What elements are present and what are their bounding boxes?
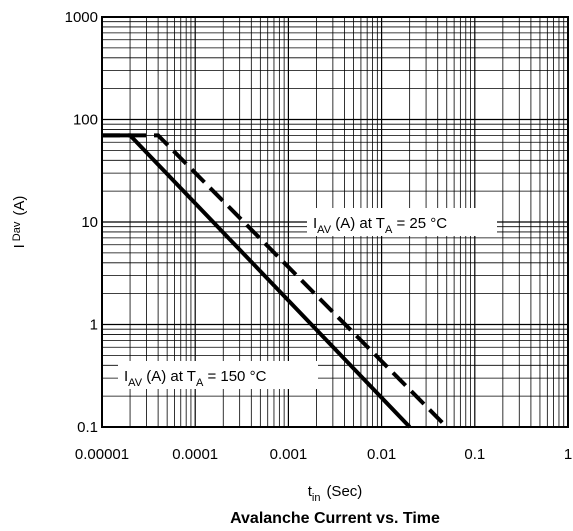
- annotation-150c-background: [118, 361, 318, 389]
- series-layer: [102, 133, 449, 429]
- y-tick-label: 1000: [65, 9, 98, 26]
- grid-lines: [101, 17, 568, 428]
- annotation-25c: IAV (A) at TA = 25 °C: [313, 215, 447, 236]
- x-tick-label: 0.1: [464, 446, 485, 463]
- x-tick-label: 0.00001: [75, 446, 129, 463]
- x-tick-label: 0.0001: [172, 446, 218, 463]
- plot-frame: [101, 16, 569, 428]
- x-tick-label: 0.001: [270, 446, 308, 463]
- y-axis-title: IDav(A): [11, 196, 28, 249]
- annotation-150c: IAV (A) at TA = 150 °C: [124, 368, 267, 389]
- x-axis-title: tin (Sec): [308, 483, 363, 504]
- y-tick-labels: 0.1 1 10 100 1000: [65, 9, 98, 436]
- x-tick-label: 0.01: [367, 446, 396, 463]
- series-line-dashed: [102, 133, 449, 429]
- chart-title: Avalanche Current vs. Time: [230, 510, 440, 527]
- y-tick-label: 10: [81, 214, 98, 231]
- y-tick-label: 1: [90, 317, 98, 334]
- y-tick-label: 100: [73, 112, 98, 129]
- annotation-25c-background: [307, 208, 497, 236]
- x-tick-label: 1: [564, 446, 572, 463]
- y-tick-label: 0.1: [77, 419, 98, 436]
- x-tick-labels: 0.00001 0.0001 0.001 0.01 0.1 1: [75, 446, 572, 463]
